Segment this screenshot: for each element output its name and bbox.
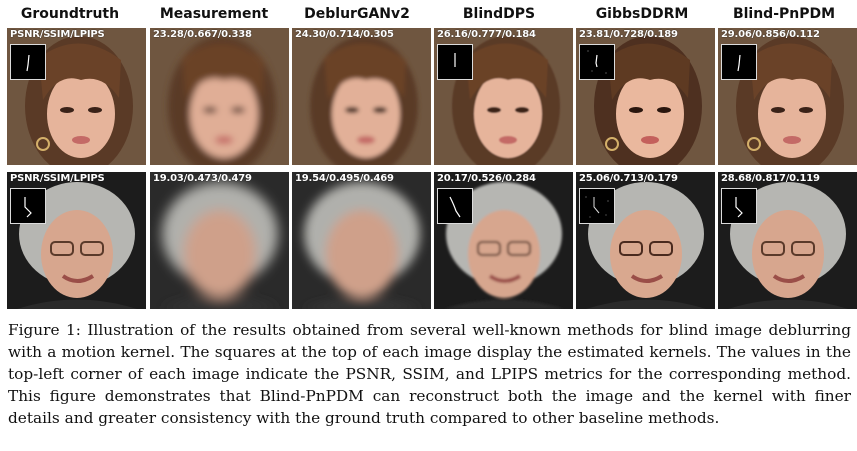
kernel-inset (579, 44, 615, 80)
column-title-blinddps: BlindDPS (462, 6, 536, 22)
row1-gibbsddrm-image: 23.81/0.728/0.189 (576, 28, 715, 165)
row2-groundtruth-image: PSNR/SSIM/LPIPS (7, 172, 146, 309)
row1-deblurganv2-image: 24.30/0.714/0.305 (292, 28, 431, 165)
column-title-deblurganv2: DeblurGANv2 (304, 6, 410, 22)
row1-blinddps-image: 26.16/0.777/0.184 (434, 28, 573, 165)
metric-label: 24.30/0.714/0.305 (295, 29, 394, 40)
result-image-grid: PSNR/SSIM/LPIPS 23.28/0.667/0.338 (0, 28, 857, 310)
metric-label: 29.06/0.856/0.112 (721, 29, 820, 40)
kernel-inset (10, 44, 46, 80)
metric-label: 23.28/0.667/0.338 (153, 29, 252, 40)
row1-groundtruth-image: PSNR/SSIM/LPIPS (7, 28, 146, 165)
row2-blinddps-image: 20.17/0.526/0.284 (434, 172, 573, 309)
row2-measurement-image: 19.03/0.473/0.479 (150, 172, 289, 309)
row2-gibbsddrm-image: 25.06/0.713/0.179 (576, 172, 715, 309)
kernel-inset (437, 188, 473, 224)
metric-label: 19.54/0.495/0.469 (295, 173, 394, 184)
kernel-inset (721, 44, 757, 80)
row1-measurement-image: 23.28/0.667/0.338 (150, 28, 289, 165)
metric-label: 20.17/0.526/0.284 (437, 173, 536, 184)
metric-label: 26.16/0.777/0.184 (437, 29, 536, 40)
metric-label: 25.06/0.713/0.179 (579, 173, 678, 184)
figure-caption: Figure 1: Illustration of the results ob… (8, 319, 851, 429)
kernel-inset (579, 188, 615, 224)
row2-deblurganv2-image: 19.54/0.495/0.469 (292, 172, 431, 309)
kernel-inset (10, 188, 46, 224)
row1-blind-pnpdm-image: 29.06/0.856/0.112 (718, 28, 857, 165)
column-title-gibbsddrm: GibbsDDRM (595, 6, 689, 22)
kernel-inset (437, 44, 473, 80)
metric-label: PSNR/SSIM/LPIPS (10, 29, 105, 40)
metric-label: PSNR/SSIM/LPIPS (10, 173, 105, 184)
column-title-measurement: Measurement (159, 6, 269, 22)
metric-label: 19.03/0.473/0.479 (153, 173, 252, 184)
metric-label: 28.68/0.817/0.119 (721, 173, 820, 184)
column-header-row: Groundtruth Measurement DeblurGANv2 Blin… (0, 6, 857, 28)
kernel-inset (721, 188, 757, 224)
row2-blind-pnpdm-image: 28.68/0.817/0.119 (718, 172, 857, 309)
column-title-blind-pnpdm: Blind-PnPDM (732, 6, 836, 22)
caption-text: Figure 1: Illustration of the results ob… (8, 321, 851, 427)
metric-label: 23.81/0.728/0.189 (579, 29, 678, 40)
column-title-groundtruth: Groundtruth (20, 6, 120, 22)
